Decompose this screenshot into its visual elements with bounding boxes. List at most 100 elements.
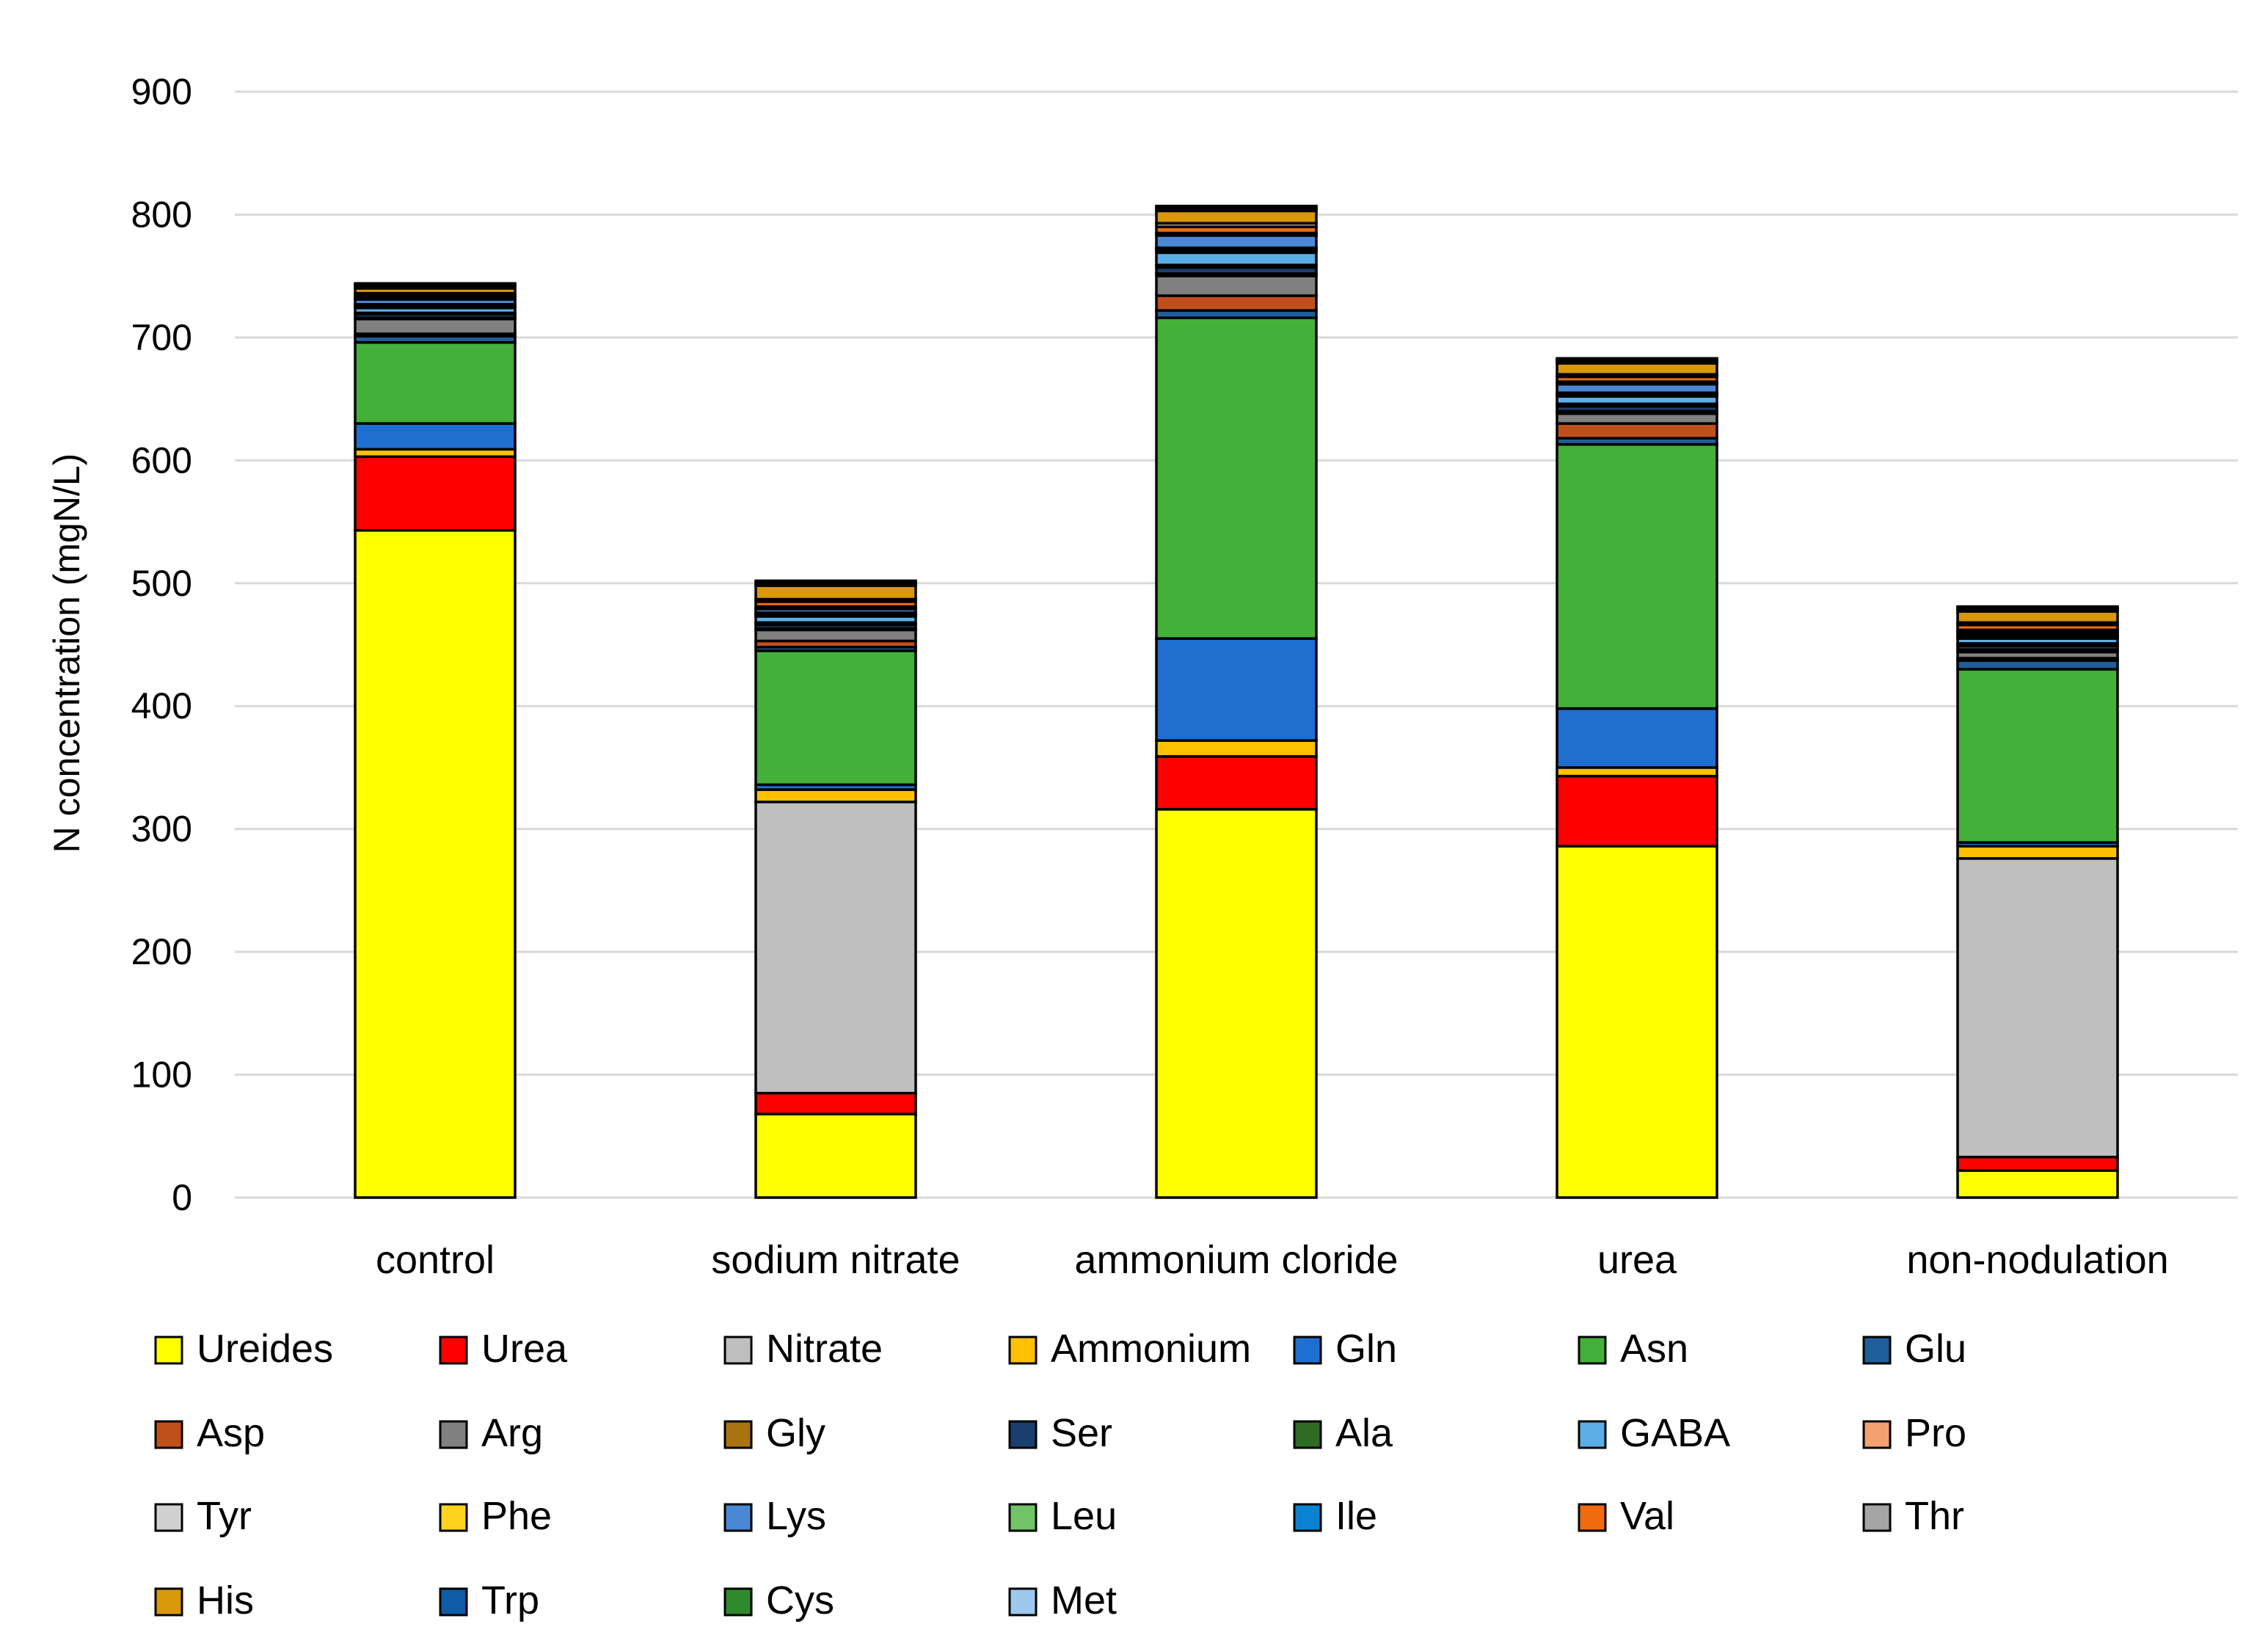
- legend-item-nitrate: Nitrate: [723, 1327, 883, 1371]
- legend-item-his: His: [154, 1578, 254, 1622]
- legend-item-asp: Asp: [154, 1411, 265, 1455]
- bar-segment-met: [1556, 357, 1718, 361]
- legend-item-phe: Phe: [439, 1494, 552, 1538]
- legend-swatch: [439, 1587, 468, 1617]
- legend-swatch: [1293, 1503, 1322, 1532]
- y-tick-label-700: 700: [131, 317, 192, 358]
- legend-swatch: [1862, 1503, 1892, 1532]
- legend-swatch: [1578, 1336, 1607, 1365]
- legend-item-asn: Asn: [1578, 1327, 1688, 1371]
- legend-swatch: [1008, 1503, 1038, 1532]
- legend-swatch: [723, 1587, 753, 1617]
- x-category-label: non-nodulation: [1906, 1238, 2168, 1282]
- legend-item-ala: Ala: [1293, 1411, 1393, 1455]
- legend-item-arg: Arg: [439, 1411, 543, 1455]
- legend-item-urea: Urea: [439, 1327, 568, 1371]
- bar-segment-ureides: [1155, 808, 1318, 1199]
- legend-label: Met: [1051, 1578, 1117, 1622]
- bar-segment-ammonium: [754, 788, 917, 804]
- legend-item-trp: Trp: [439, 1578, 539, 1622]
- legend-label: Gln: [1335, 1327, 1397, 1371]
- y-tick-label-600: 600: [131, 440, 192, 481]
- legend-swatch: [1578, 1503, 1607, 1532]
- legend-item-gln: Gln: [1293, 1327, 1397, 1371]
- bar-segment-lys: [1155, 234, 1318, 249]
- legend-swatch: [1293, 1336, 1322, 1365]
- legend-label: His: [197, 1578, 254, 1622]
- bar-segment-met: [1956, 605, 2119, 610]
- bar-segment-met: [1155, 204, 1318, 209]
- legend-swatch: [1293, 1420, 1322, 1449]
- legend: Ureides Urea Nitrate Ammonium Gln Asn Glu Asp Ar…: [154, 1327, 1966, 1622]
- bar-control: [354, 282, 517, 1199]
- y-axis-label: N concentration (mgN/L): [46, 453, 87, 853]
- legend-label: Ser: [1051, 1411, 1112, 1455]
- bar-segment-asp: [1155, 294, 1318, 312]
- legend-swatch: [439, 1336, 468, 1365]
- bar-urea: [1556, 357, 1718, 1199]
- legend-swatch: [154, 1587, 183, 1617]
- legend-item-glu: Glu: [1862, 1327, 1966, 1371]
- bar-segment-ureides: [1956, 1169, 2119, 1199]
- bar-segment-nitrate: [754, 801, 917, 1095]
- legend-swatch: [723, 1420, 753, 1449]
- legend-swatch: [1008, 1336, 1038, 1365]
- legend-item-tyr: Tyr: [154, 1494, 252, 1538]
- legend-swatch: [1578, 1420, 1607, 1449]
- bar-segment-asn: [1956, 668, 2119, 844]
- x-category-label: ammonium cloride: [1074, 1238, 1398, 1282]
- bar-segment-met: [754, 579, 917, 583]
- legend-swatch: [1862, 1420, 1892, 1449]
- legend-label: Tyr: [197, 1494, 252, 1538]
- legend-label: Glu: [1905, 1327, 1966, 1371]
- legend-item-gaba: GABA: [1578, 1411, 1730, 1455]
- legend-item-ser: Ser: [1008, 1411, 1112, 1455]
- bar-segment-ureides: [354, 529, 517, 1199]
- bar-segment-arg: [754, 628, 917, 643]
- bar-sodium-nitrate: [754, 579, 917, 1199]
- legend-label: Asp: [197, 1411, 265, 1455]
- legend-item-ureides: Ureides: [154, 1327, 333, 1371]
- legend-swatch: [439, 1420, 468, 1449]
- bar-segment-ammonium: [1956, 845, 2119, 860]
- legend-label: Trp: [481, 1578, 539, 1622]
- bar-segment-his: [754, 584, 917, 601]
- x-category-label: sodium nitrate: [711, 1238, 960, 1282]
- legend-label: Phe: [481, 1494, 552, 1538]
- legend-item-pro: Pro: [1862, 1411, 1966, 1455]
- bar-segment-urea: [754, 1091, 917, 1115]
- bar-segment-asp: [1556, 422, 1718, 440]
- bar-segment-nitrate: [1956, 857, 2119, 1159]
- legend-label: Leu: [1051, 1494, 1117, 1538]
- bar-segment-gln: [1556, 707, 1718, 769]
- bar-segment-urea: [354, 455, 517, 532]
- bar-segment-gln: [354, 422, 517, 451]
- bars: [354, 204, 2119, 1199]
- bar-segment-his: [1556, 362, 1718, 376]
- bar-segment-met: [354, 282, 517, 286]
- x-category-label: urea: [1597, 1238, 1677, 1282]
- legend-label: Ala: [1335, 1411, 1393, 1455]
- y-axis-ticks: 0 100 200 300 400 500 600 700 800 900: [131, 71, 192, 1218]
- legend-swatch: [723, 1503, 753, 1532]
- legend-item-val: Val: [1578, 1494, 1674, 1538]
- legend-item-met: Met: [1008, 1578, 1117, 1622]
- y-tick-label-0: 0: [172, 1177, 192, 1218]
- bar-segment-his: [1956, 610, 2119, 624]
- legend-label: Cys: [766, 1578, 834, 1622]
- legend-swatch: [154, 1336, 183, 1365]
- legend-label: Nitrate: [766, 1327, 883, 1371]
- legend-swatch: [723, 1336, 753, 1365]
- bar-segment-asn: [354, 340, 517, 425]
- bar-segment-arg: [1155, 274, 1318, 297]
- bar-segment-arg: [1556, 412, 1718, 425]
- bar-segment-ammonium: [1155, 739, 1318, 758]
- bar-segment-urea: [1956, 1155, 2119, 1172]
- bar-segment-arg: [354, 318, 517, 335]
- bar-segment-gaba: [1155, 251, 1318, 266]
- y-tick-label-400: 400: [131, 685, 192, 726]
- legend-label: Arg: [481, 1411, 543, 1455]
- bar-segment-ammonium: [1556, 766, 1718, 778]
- legend-swatch: [154, 1503, 183, 1532]
